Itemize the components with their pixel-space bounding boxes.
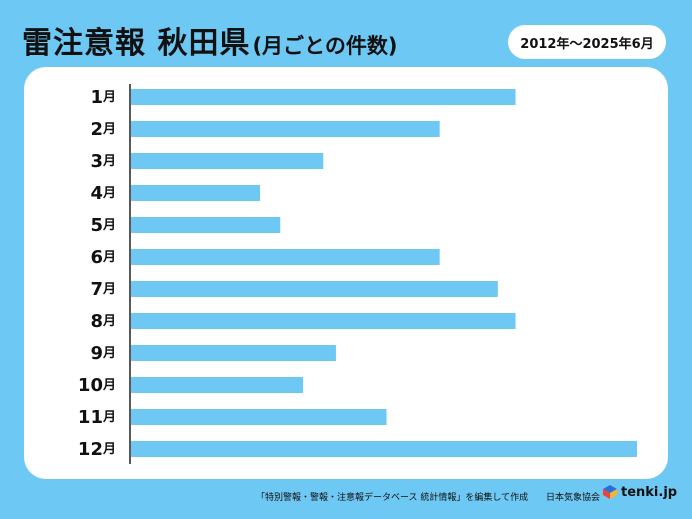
bar-month-6 [131,249,440,265]
bar-month-8 [131,313,516,329]
tick-label-month-12: 12月 [78,439,116,460]
title-main: 雷注意報 秋田県 [22,26,251,61]
source-note: 「特別警報・警報・注意報データベース 統計情報」を編集して作成 [256,493,529,503]
tenki-logo: tenki.jp [602,484,677,500]
logo-text: tenki.jp [621,484,678,500]
chart-title: 雷注意報 秋田県 (月ごとの件数) [22,18,397,62]
agency-name: 日本気象協会 [546,493,601,503]
bar-month-10 [131,377,304,393]
tick-label-month-4: 4月 [90,183,116,204]
tick-label-month-9: 9月 [90,343,116,364]
period-badge: 2012年～2025年6月 [508,25,666,59]
bar-month-3 [131,153,324,169]
tick-label-month-2: 2月 [90,119,116,140]
bar-month-11 [131,409,387,425]
tick-label-month-5: 5月 [90,215,116,236]
bar-chart: 1月 2月 3月 4月 5月 6月 7月 8月 9月 10月 11月 12月 [78,84,637,464]
tick-label-month-7: 7月 [90,279,116,300]
tick-label-month-10: 10月 [78,375,116,396]
tick-label-month-8: 8月 [90,311,116,332]
footer: 「特別警報・警報・注意報データベース 統計情報」を編集して作成 日本気象協会 t… [24,484,692,508]
tick-label-month-1: 1月 [90,87,116,108]
bar-month-5 [131,217,281,233]
tick-label-month-6: 6月 [90,247,116,268]
title-subtitle: (月ごとの件数) [252,34,398,58]
bar-month-12 [131,441,637,457]
bar-month-2 [131,121,440,137]
bar-month-7 [131,281,498,297]
tenki-logo-icon [603,485,617,499]
chart-panel: 1月 2月 3月 4月 5月 6月 7月 8月 9月 10月 11月 12月 [24,67,668,479]
bar-month-9 [131,345,336,361]
tick-label-month-3: 3月 [90,151,116,172]
bar-month-1 [131,89,516,105]
tick-label-month-11: 11月 [78,407,116,428]
bar-month-4 [131,185,261,201]
